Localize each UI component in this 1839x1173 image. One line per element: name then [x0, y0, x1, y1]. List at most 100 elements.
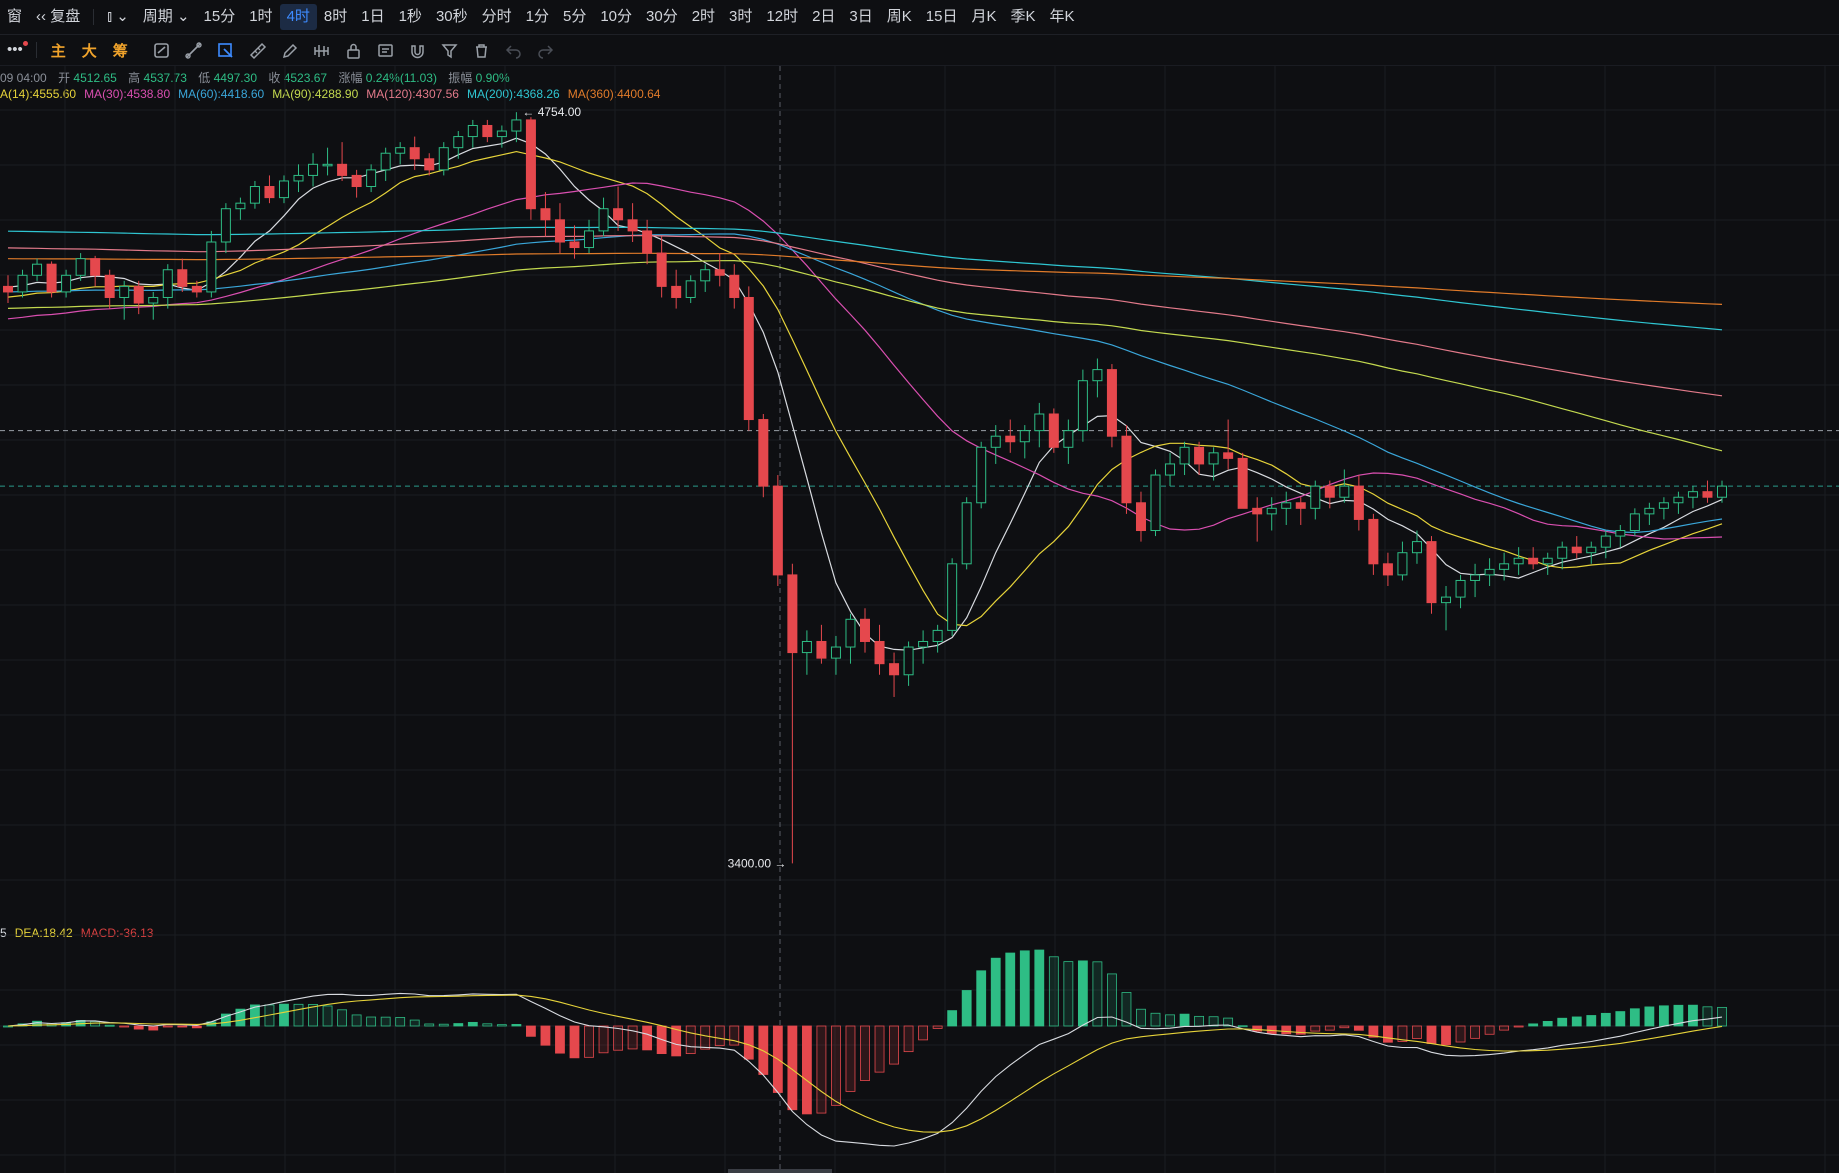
candle-body [119, 285, 130, 298]
candle-body [1353, 485, 1364, 520]
interval-4[interactable]: 1日 [361, 8, 385, 25]
macd-histogram-bar [1499, 1025, 1510, 1031]
interval-14[interactable]: 12时 [766, 8, 799, 25]
candle-body [1106, 369, 1117, 437]
candle-body [1034, 413, 1045, 432]
interval-1[interactable]: 1时 [249, 8, 273, 25]
candle [1208, 447, 1219, 481]
line-tool-icon[interactable] [178, 36, 210, 64]
macd-histogram-bar [540, 1025, 551, 1046]
interval-11[interactable]: 30分 [646, 8, 678, 25]
macd-histogram-bar [1165, 1014, 1175, 1027]
candle [729, 264, 740, 309]
macd-histogram-bar [932, 1025, 943, 1029]
interval-12[interactable]: 2时 [691, 8, 716, 25]
ruler-icon[interactable] [242, 36, 274, 64]
candle-body [584, 230, 595, 249]
candle-body [787, 574, 798, 654]
window-button[interactable]: 窗 [0, 4, 29, 30]
candle-body [554, 219, 565, 243]
interval-10[interactable]: 10分 [600, 8, 633, 25]
candle-body [293, 174, 304, 182]
candle-body [162, 269, 173, 298]
chart-type-button[interactable]: ⫾ ⌄ [100, 4, 136, 30]
macd-panel [0, 949, 1839, 1173]
cursor-tool-icon[interactable] [210, 36, 242, 64]
candle [351, 169, 362, 198]
interval-15[interactable]: 2日 [812, 8, 836, 25]
candle-body [380, 152, 391, 171]
cycle-icon[interactable] [146, 36, 178, 64]
candle [2, 275, 14, 304]
macd-histogram-bar [104, 1024, 115, 1027]
candle-body [947, 563, 958, 631]
macd-histogram-bar [1092, 961, 1103, 1027]
ma-legend-item: A(14):4555.60 [0, 87, 77, 101]
macd-histogram-bar [1441, 1025, 1451, 1046]
interval-8[interactable]: 1分 [525, 8, 549, 25]
candle-body [1005, 435, 1016, 443]
macd-histogram-bar [1252, 1025, 1263, 1032]
macd-histogram-bar [1121, 992, 1132, 1027]
candle-body [1368, 518, 1379, 565]
candle [787, 563, 798, 864]
candle [337, 142, 348, 181]
indicator-button-0[interactable]: 主 [50, 42, 66, 60]
pencil-icon[interactable] [274, 36, 306, 64]
note-icon[interactable] [370, 36, 402, 64]
candle-body [1673, 496, 1684, 504]
indicator-button-1[interactable]: 大 [81, 42, 97, 60]
candle-body [1557, 546, 1568, 559]
macd-histogram-bar [1019, 950, 1030, 1027]
candle [918, 630, 929, 664]
price-markers: ← 4754.00 3400.00 → [522, 105, 786, 870]
replay-button[interactable]: ‹‹ 复盘 [29, 4, 87, 30]
open-value: 开 4512.65 [58, 71, 117, 85]
candle-body [685, 280, 696, 298]
interval-13[interactable]: 3时 [729, 8, 753, 25]
undo-icon[interactable] [498, 36, 530, 64]
period-dropdown[interactable]: 周期 ⌄ [136, 4, 197, 30]
interval-6[interactable]: 30秒 [435, 8, 468, 25]
trash-icon[interactable] [466, 36, 498, 64]
candle [889, 652, 900, 697]
interval-18[interactable]: 15日 [925, 8, 958, 25]
candle-body [482, 124, 493, 138]
interval-7[interactable]: 分时 [481, 8, 512, 25]
interval-9[interactable]: 5分 [562, 8, 587, 25]
candle [133, 280, 144, 315]
more-menu-button[interactable]: ••• [0, 37, 30, 63]
indicator-button-2[interactable]: 筹 [112, 42, 128, 60]
macd-dif-line [7, 992, 1723, 1147]
candle-body [613, 208, 624, 221]
magnet-icon[interactable] [402, 36, 434, 64]
interval-21[interactable]: 年K [1049, 8, 1075, 25]
pattern-icon[interactable] [306, 36, 338, 64]
interval-20[interactable]: 季K [1010, 8, 1036, 25]
interval-2[interactable]: 4时 [279, 4, 317, 30]
candle-body [1441, 596, 1452, 604]
candle-body [278, 180, 289, 199]
filter-icon[interactable] [434, 36, 466, 64]
scrollbar-handle [728, 1169, 832, 1173]
candle [177, 258, 188, 292]
candle-body [1237, 457, 1248, 509]
candle [947, 558, 958, 636]
lock-icon[interactable] [338, 36, 370, 64]
redo-icon[interactable] [530, 36, 562, 64]
interval-0[interactable]: 15分 [203, 8, 236, 25]
candle-body [511, 119, 522, 132]
candle [859, 608, 871, 653]
interval-17[interactable]: 周K [886, 8, 912, 25]
candle [511, 112, 522, 143]
interval-19[interactable]: 月K [971, 8, 997, 25]
interval-5[interactable]: 1秒 [398, 8, 422, 25]
macd-histogram-bar [148, 1025, 159, 1031]
macd-histogram-bar [845, 1025, 856, 1092]
ma-legend: A(14):4555.60 MA(30):4538.80 MA(60):4418.6… [0, 87, 668, 101]
candle [293, 164, 304, 193]
interval-3[interactable]: 8时 [323, 8, 348, 25]
interval-16[interactable]: 3日 [849, 8, 873, 25]
candle-body [845, 618, 856, 648]
